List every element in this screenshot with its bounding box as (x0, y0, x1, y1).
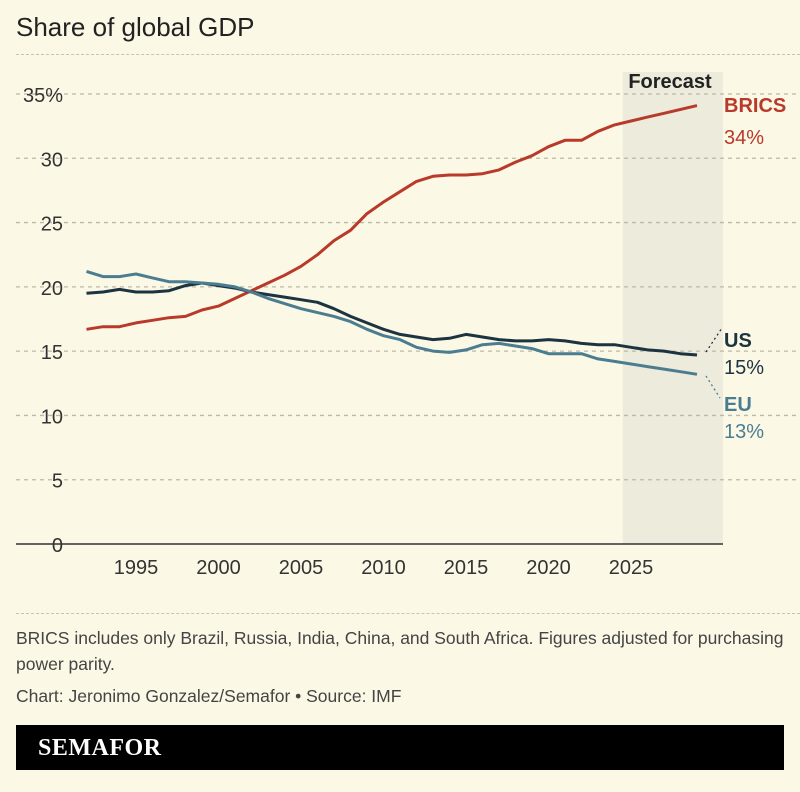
y-tick-label: 30 (41, 149, 63, 171)
x-tick-label: 1995 (114, 557, 159, 579)
semafor-logo: SEMAFOR (38, 735, 162, 761)
chart-title: Share of global GDP (16, 12, 255, 42)
brand-bar: SEMAFOR (16, 725, 784, 770)
y-tick-label: 5 (52, 471, 63, 493)
series-label-us: US (724, 330, 752, 352)
x-tick-label: 2015 (444, 557, 489, 579)
series-label-eu: EU (724, 394, 752, 416)
x-tick-label: 2025 (609, 557, 654, 579)
leader-line-eu (705, 375, 721, 399)
y-tick-label: 25 (41, 214, 63, 236)
x-tick-label: 2010 (361, 557, 406, 579)
forecast-band (622, 72, 723, 544)
x-tick-label: 2000 (196, 557, 241, 579)
y-tick-label: 20 (41, 278, 63, 300)
top-divider (16, 54, 800, 55)
forecast-label: Forecast (628, 71, 712, 93)
chart-credit: Chart: Jeronimo Gonzalez/Semafor • Sourc… (16, 686, 402, 706)
series-line-eu (86, 269, 698, 376)
y-tick-label: 15 (41, 342, 63, 364)
x-tick-label: 2005 (279, 557, 324, 579)
series-line-brics (86, 104, 698, 331)
bottom-divider (16, 613, 800, 614)
y-tick-label: 10 (41, 406, 63, 428)
series-line-us (86, 281, 698, 357)
series-label-brics: BRICS (724, 95, 786, 117)
end-value-eu: 13% (724, 421, 764, 443)
x-tick-label: 2020 (526, 557, 571, 579)
chart-note: BRICS includes only Brazil, Russia, Indi… (16, 628, 784, 674)
end-value-brics: 34% (724, 127, 764, 149)
y-tick-label: 35% (23, 85, 63, 107)
y-tick-label: 0 (52, 535, 63, 557)
end-value-us: 15% (724, 357, 764, 379)
